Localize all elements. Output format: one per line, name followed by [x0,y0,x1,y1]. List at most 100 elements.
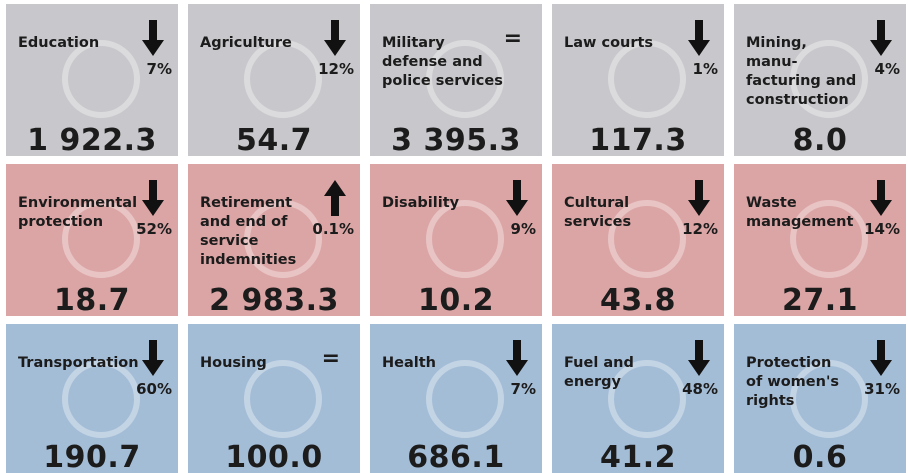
title-line: rights [746,393,795,409]
title-line: services [564,214,632,230]
tile: Protection of women's rights 31% 0.6 [734,324,906,473]
change-label: = [503,26,522,51]
trend-arrow [506,180,528,216]
title-line: Agriculture [200,35,292,51]
tile-title: Agriculture [200,34,292,53]
tile-title: Military defense and police services [382,34,503,91]
tile-title: Cultural services [564,194,631,232]
arrow-shape [870,340,892,376]
title-line: Health [382,355,436,371]
title-line: defense and [382,54,483,70]
trend-arrow [324,20,346,56]
tile-value: 0.6 [792,440,848,473]
title-line: construction [746,92,849,108]
tile-title: Education [18,34,99,53]
change-label: 31% [864,380,900,398]
title-line: management [746,214,854,230]
icon-shape [244,40,322,118]
tile-value: 2 983.3 [209,283,339,316]
title-line: of women's [746,374,840,390]
tile: Education 7% 1 922.3 [6,4,178,156]
tile: Disability 9% 10.2 [370,164,542,316]
change-label: 0.1% [312,220,354,238]
icon-shape [62,200,140,278]
title-line: indemnities [200,252,297,268]
icon-shape [608,360,686,438]
title-line: Cultural [564,195,630,211]
trend-arrow [870,340,892,376]
tile-value: 190.7 [43,440,141,473]
icon-shape [790,40,868,118]
trend-arrow [688,180,710,216]
arrow-shape [324,180,346,216]
icon [244,40,322,118]
tile-title: Environmental protection [18,194,137,232]
title-line: manu- [746,54,798,70]
tile: Mining, manu-facturing and construction 4% 8… [734,4,906,156]
tile-value: 1 922.3 [27,123,157,156]
title-line: Fuel and [564,355,634,371]
tile-title: Protection of women's rights [746,354,839,411]
title-line: Law courts [564,35,654,51]
icon [62,200,140,278]
tile-value: 100.0 [225,440,323,473]
tile: Transportation 60% 190.7 [6,324,178,473]
tile-title: Waste management [746,194,853,232]
tile-title: Housing [200,354,267,373]
arrow-shape [142,180,164,216]
tile-value: 117.3 [589,123,687,156]
change-label: 14% [864,220,900,238]
title-line: service [200,233,259,249]
tile-value: 43.8 [599,283,677,316]
title-line: Retirement [200,195,293,211]
change-label: 7% [510,380,536,398]
change-label: 1% [692,60,718,78]
icon [62,40,140,118]
tile-title: Retirement and end of service indemnities [200,194,296,270]
tile-value: 8.0 [792,123,848,156]
icon [244,360,322,438]
icon-shape [608,40,686,118]
icon-shape [62,360,140,438]
title-line: Disability [382,195,460,211]
icon-shape [244,360,322,438]
arrow-shape [688,340,710,376]
tile-title: Law courts [564,34,653,53]
tile: Waste management 14% 27.1 [734,164,906,316]
icon [608,200,686,278]
change-label: 48% [682,380,718,398]
title-line: Waste [746,195,797,211]
change-label: 12% [318,60,354,78]
icon-shape [426,360,504,438]
tile-value: 54.7 [235,123,313,156]
title-line: energy [564,374,621,390]
tile: Military defense and police services = 3 395… [370,4,542,156]
title-line: police services [382,73,503,89]
tile-value: 10.2 [417,283,495,316]
tile: Retirement and end of service indemnities 0.… [188,164,360,316]
tile-title: Health [382,354,436,373]
trend-arrow [870,20,892,56]
tile: Cultural services 12% 43.8 [552,164,724,316]
title-line: and end of [200,214,288,230]
tile-value: 27.1 [781,283,859,316]
trend-arrow [506,340,528,376]
arrow-shape [324,20,346,56]
icon [790,40,868,118]
tile-value: 686.1 [407,440,505,473]
icon [790,200,868,278]
tile: Agriculture 12% 54.7 [188,4,360,156]
arrow-shape [142,340,164,376]
arrow-shape [142,20,164,56]
trend-arrow [142,20,164,56]
arrow-shape [870,180,892,216]
icon [244,200,322,278]
change-label: 4% [874,60,900,78]
title-line: Mining, [746,35,807,51]
icon [608,40,686,118]
tile: Environmental protection 52% 18.7 [6,164,178,316]
change-label: 60% [136,380,172,398]
change-label: 52% [136,220,172,238]
arrow-shape [506,180,528,216]
icon-shape [62,40,140,118]
